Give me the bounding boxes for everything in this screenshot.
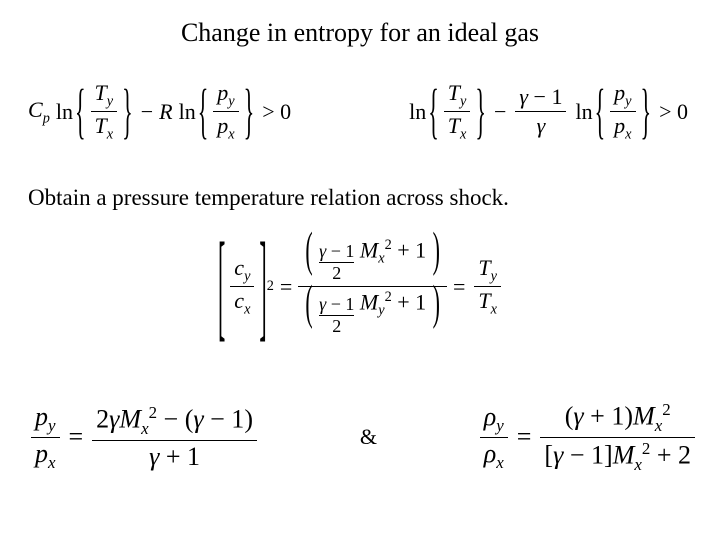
brace-left: { (75, 75, 86, 148)
equation-3b: ρy ρx = (γ + 1)Mx2 [γ − 1]Mx2 + 2 (477, 400, 698, 475)
symbol-Cp: Cp (28, 97, 50, 127)
symbol-R: R (159, 99, 172, 125)
minus: − (494, 99, 506, 125)
exponent-2: 2 (267, 278, 274, 295)
ln: ln (409, 99, 426, 125)
brace-left: { (198, 75, 209, 148)
frac-Ty-Tx: Ty Tx (444, 80, 471, 144)
equation-1b: ln { Ty Tx } − γ − 1 γ ln { py px } > 0 (409, 80, 688, 144)
page-title: Change in entropy for an ideal gas (0, 18, 720, 48)
bracket-left: [ (218, 215, 225, 358)
brace-right: } (641, 75, 652, 148)
ln: ln (56, 99, 73, 125)
equation-row-1: Cp ln { Ty Tx } − R ln { py px } > 0 ln … (28, 80, 688, 144)
equation-2: [ cy cx ] 2 = ( γ − 1 2 Mx2 + 1 ) ( (216, 235, 504, 339)
brace-left: { (428, 75, 439, 148)
body-text: Obtain a pressure temperature relation a… (28, 185, 509, 211)
gt-zero: > 0 (262, 99, 291, 125)
frac-rho: ρy ρx (480, 402, 508, 473)
brace-right: } (244, 75, 255, 148)
equals: = (69, 422, 84, 452)
big-fraction: ( γ − 1 2 Mx2 + 1 ) ( γ − 1 2 My2 (298, 235, 447, 339)
ln: ln (575, 99, 592, 125)
ln: ln (179, 99, 196, 125)
brace-right: } (122, 75, 133, 148)
frac-py-px: py px (31, 402, 60, 473)
equation-1a: Cp ln { Ty Tx } − R ln { py px } > 0 (28, 80, 291, 144)
equals: = (453, 274, 465, 300)
equals: = (517, 422, 532, 452)
equation-row-3: py px = 2γMx2 − (γ − 1) γ + 1 & ρy ρx = … (28, 400, 698, 475)
bracket-right: ] (259, 215, 266, 358)
equation-3a: py px = 2γMx2 − (γ − 1) γ + 1 (28, 402, 260, 473)
minus: − (141, 99, 153, 125)
ampersand: & (360, 424, 377, 450)
equation-row-2: [ cy cx ] 2 = ( γ − 1 2 Mx2 + 1 ) ( (0, 235, 720, 339)
frac-cy-cx: cy cx (230, 255, 254, 319)
frac-pressure-rhs: 2γMx2 − (γ − 1) γ + 1 (92, 403, 257, 472)
frac-Ty-Tx-right: Ty Tx (474, 255, 501, 319)
frac-gamma: γ − 1 γ (515, 84, 566, 139)
frac-py-px: py px (610, 80, 635, 144)
gt-zero: > 0 (659, 99, 688, 125)
frac-Ty-Tx: Ty Tx (91, 80, 118, 144)
frac-py-px: py px (213, 80, 238, 144)
equals: = (280, 274, 292, 300)
brace-right: } (475, 75, 486, 148)
brace-left: { (595, 75, 606, 148)
frac-density-rhs: (γ + 1)Mx2 [γ − 1]Mx2 + 2 (540, 400, 695, 475)
